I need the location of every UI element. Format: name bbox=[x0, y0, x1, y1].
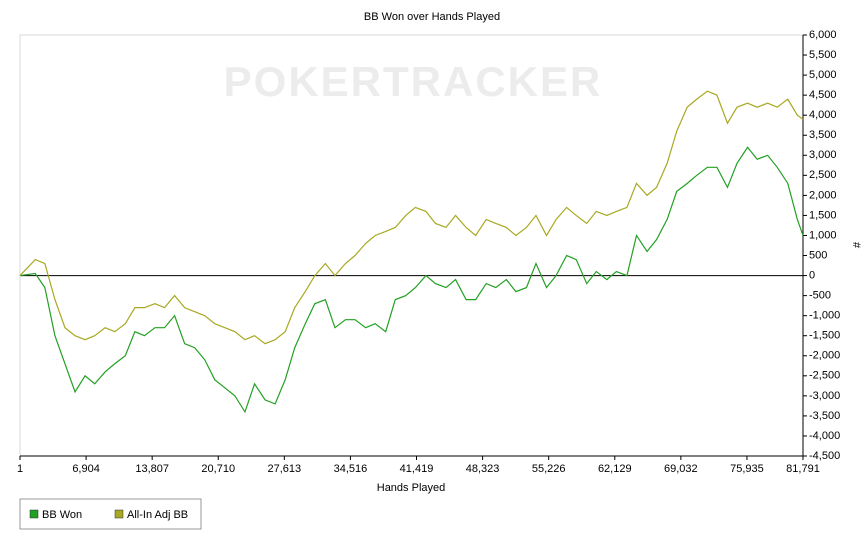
series-line bbox=[19, 90, 804, 345]
y-tick-label: -2,500 bbox=[809, 370, 840, 382]
x-tick-label: 55,226 bbox=[532, 463, 566, 475]
y-tick-label: 4,000 bbox=[809, 109, 837, 121]
x-tick-label: 81,791 bbox=[786, 463, 820, 475]
plot-area bbox=[19, 34, 804, 457]
y-tick-label: 6,000 bbox=[809, 29, 837, 41]
y-tick-label: 5,000 bbox=[809, 69, 837, 81]
y-tick-label: 1,500 bbox=[809, 209, 837, 221]
y-tick-label: 1,000 bbox=[809, 229, 837, 241]
y-tick-label: -500 bbox=[809, 290, 831, 302]
watermark: POKERTRACKER bbox=[224, 58, 603, 105]
legend-swatch bbox=[114, 509, 124, 519]
x-tick-label: 27,613 bbox=[268, 463, 302, 475]
series-line bbox=[19, 146, 804, 414]
y-tick-label: 5,500 bbox=[809, 49, 837, 61]
legend-box bbox=[19, 498, 202, 530]
y-tick-label: -1,000 bbox=[809, 310, 840, 322]
y-tick-label: 2,000 bbox=[809, 189, 837, 201]
legend-swatch bbox=[29, 509, 39, 519]
x-tick-label: 6,904 bbox=[72, 463, 100, 475]
y-tick-label: -1,500 bbox=[809, 330, 840, 342]
y-tick-label: -4,500 bbox=[809, 450, 840, 462]
x-axis-label: Hands Played bbox=[377, 482, 446, 494]
x-tick-label: 69,032 bbox=[664, 463, 698, 475]
x-tick-label: 20,710 bbox=[201, 463, 235, 475]
y-tick-label: 500 bbox=[809, 249, 827, 261]
x-tick-label: 62,129 bbox=[598, 463, 632, 475]
y-tick-label: -4,000 bbox=[809, 430, 840, 442]
y-tick-label: 2,500 bbox=[809, 169, 837, 181]
legend-label: All-In Adj BB bbox=[127, 509, 188, 521]
y-tick-label: 0 bbox=[809, 269, 815, 281]
y-tick-label: -2,000 bbox=[809, 350, 840, 362]
y-tick-label: -3,500 bbox=[809, 410, 840, 422]
x-tick-label: 41,419 bbox=[400, 463, 434, 475]
y-tick-label: 4,500 bbox=[809, 89, 837, 101]
legend-label: BB Won bbox=[42, 509, 82, 521]
y-tick-label: -3,000 bbox=[809, 390, 840, 402]
x-tick-label: 75,935 bbox=[730, 463, 764, 475]
x-tick-label: 48,323 bbox=[466, 463, 500, 475]
y-tick-label: 3,000 bbox=[809, 149, 837, 161]
x-tick-label: 13,807 bbox=[135, 463, 169, 475]
x-tick-label: 1 bbox=[17, 463, 23, 475]
x-tick-label: 34,516 bbox=[334, 463, 368, 475]
chart-title: BB Won over Hands Played bbox=[364, 11, 500, 23]
y-tick-label: 3,500 bbox=[809, 129, 837, 141]
y-axis-label: # bbox=[850, 242, 862, 249]
